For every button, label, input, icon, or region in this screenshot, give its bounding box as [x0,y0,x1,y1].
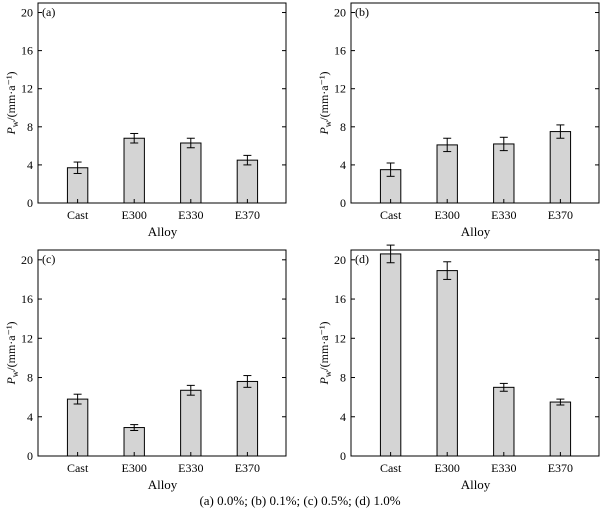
x-tick-label: E370 [235,208,260,222]
x-tick-label: Cast [67,208,89,222]
chart-panel-b: 0 4 8 12 16 20 (b) Cast E300 E330 E370 Alloy Pw/(mm·… [317,2,600,239]
y-tick-label: 16 [334,292,346,306]
y-axis-title: Pw/(mm·a⁻¹) [4,321,20,385]
bar-e300 [436,144,458,204]
x-axis-title: Alloy [461,224,491,239]
plot-frame [37,2,287,204]
bar-e330 [493,386,515,457]
panel-label: (d) [355,252,369,266]
plot-frame [350,2,600,204]
x-axis-title: Alloy [148,224,178,239]
y-tick-label: 8 [340,120,346,134]
y-tick-label: 12 [21,82,33,96]
y-tick-label: 0 [340,449,346,463]
bar-e330 [180,142,202,204]
bar-e370 [549,131,572,204]
y-tick-label: 20 [334,6,346,20]
y-axis-title: Pw/(mm·a⁻¹) [317,71,333,135]
x-tick-label: E370 [235,461,260,475]
y-axis-title: Pw/(mm·a⁻¹) [4,71,20,135]
chart-panel-c: 0 4 8 12 16 20 (c) Cast E300 E330 E370 Alloy Pw/(mm·… [4,249,287,492]
y-tick-label: 0 [27,449,33,463]
y-tick-label: 12 [334,82,346,96]
bar-e330 [180,389,202,457]
bar-cast [379,253,402,457]
y-tick-label: 16 [334,44,346,58]
bar-e370 [236,159,259,204]
x-tick-label: E300 [122,208,147,222]
bar-e300 [436,270,458,457]
x-axis-title: Alloy [461,477,491,492]
y-tick-label: 8 [27,371,33,385]
bar-e330 [493,143,515,204]
figure-caption: (a) 0.0%; (b) 0.1%; (c) 0.5%; (d) 1.0% [199,493,401,508]
y-tick-label: 8 [27,120,33,134]
x-tick-label: Cast [380,208,402,222]
x-tick-label: E330 [178,461,203,475]
y-tick-label: 4 [27,158,33,172]
panel-label: (b) [355,5,369,19]
x-axis-title: Alloy [148,477,178,492]
bar-e300 [123,137,145,204]
x-tick-label: E330 [178,208,203,222]
x-tick-label: E370 [548,461,573,475]
x-tick-label: E300 [435,461,460,475]
plot-frame [350,249,600,457]
bar-cast [66,398,89,457]
y-tick-label: 0 [340,196,346,210]
bar-e300 [123,427,145,457]
y-tick-label: 12 [334,331,346,345]
x-tick-label: Cast [380,461,402,475]
plot-frame [37,249,287,457]
panel-label: (a) [42,5,55,19]
chart-panel-a: 0 4 8 12 16 20 (a) Cast E300 E330 E370 Alloy Pw/(mm·… [4,2,287,239]
y-tick-label: 4 [27,410,33,424]
y-tick-label: 4 [340,158,346,172]
bar-e370 [236,380,259,457]
panel-label: (c) [42,252,55,266]
y-tick-label: 16 [21,292,33,306]
y-tick-label: 20 [21,253,33,267]
y-tick-label: 20 [334,253,346,267]
x-tick-label: E370 [548,208,573,222]
y-axis-title: Pw/(mm·a⁻¹) [317,321,333,385]
chart-panel-d: 0 4 8 12 16 20 (d) Cast E300 E330 E370 Alloy Pw/(mm·… [317,244,600,492]
x-tick-label: E300 [435,208,460,222]
x-tick-label: E330 [491,208,516,222]
bar-e370 [549,401,572,457]
x-tick-label: Cast [67,461,89,475]
x-tick-label: E300 [122,461,147,475]
y-tick-label: 4 [340,410,346,424]
y-tick-label: 16 [21,44,33,58]
y-tick-label: 20 [21,6,33,20]
y-tick-label: 0 [27,196,33,210]
y-tick-label: 12 [21,331,33,345]
x-tick-label: E330 [491,461,516,475]
y-tick-label: 8 [340,371,346,385]
